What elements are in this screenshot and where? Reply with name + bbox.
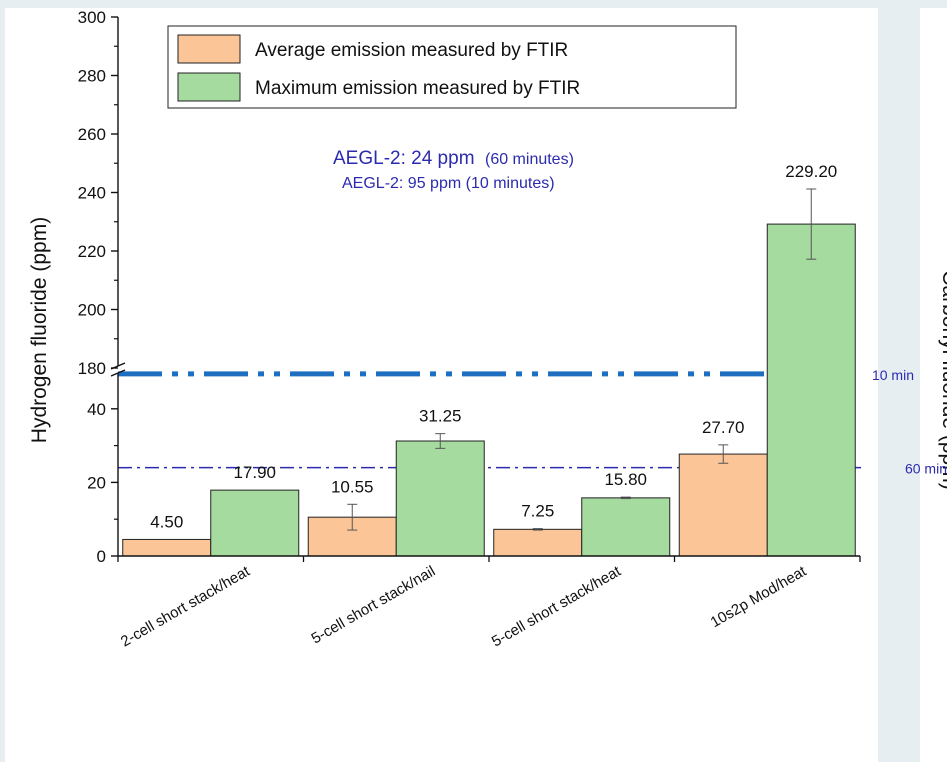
data-label-s0-c0: 4.50 — [150, 512, 183, 531]
bars — [122, 223, 856, 557]
axes — [110, 17, 861, 562]
aegl-10-annotation: AEGL-2: 95 ppm (10 minutes) — [342, 175, 555, 192]
y-tick-label-upper-3: 240 — [78, 184, 106, 203]
aegl-60-main: AEGL-2: 24 ppm — [333, 148, 475, 169]
y-tick-label-upper-1: 200 — [78, 301, 106, 320]
side-panel-ylabel: Carbonyl fluoride (ppm) — [938, 270, 947, 489]
ref-label-60min: 60 min — [905, 461, 947, 477]
main-panel — [5, 8, 878, 762]
ref-label-10min: 10 min — [872, 367, 914, 383]
legend-label-average: Average emission measured by FTIR — [255, 40, 568, 61]
legend-swatch-average — [177, 34, 241, 64]
y-tick-label-upper-6: 300 — [78, 8, 106, 27]
data-label-s0-c2: 7.25 — [521, 502, 554, 521]
bar-s0-c0 — [122, 538, 212, 557]
data-labels: 4.50 17.90 10.55 31.25 7.25 15.80 27.70 229.20 — [150, 162, 837, 531]
side-ylabel-text: Carbonyl fluoride (ppm) — [938, 270, 947, 489]
y-tick-label-lower-1: 20 — [87, 473, 106, 492]
data-label-s1-c2: 15.80 — [604, 470, 647, 489]
data-label-s1-c0: 17.90 — [233, 463, 276, 482]
data-label-s1-c1: 31.25 — [419, 407, 462, 426]
bar-s1-c3 — [766, 223, 856, 557]
axis-break-mark-1 — [110, 362, 126, 370]
data-label-s0-c3: 27.70 — [702, 418, 745, 437]
error-bars — [347, 188, 817, 531]
y-tick-label-upper-5: 280 — [78, 67, 106, 86]
data-label-s0-c1: 10.55 — [331, 477, 374, 496]
y-tick-label-upper-0: 180 — [78, 359, 106, 378]
bar-s1-c1 — [395, 440, 485, 557]
legend-box — [167, 25, 737, 109]
aegl-60-annotation: AEGL-2: 24 ppm (60 minutes) — [333, 148, 574, 169]
aegl-60-suffix: (60 minutes) — [485, 151, 574, 168]
bar-s1-c2 — [581, 497, 671, 557]
y-tick-label-upper-2: 220 — [78, 242, 106, 261]
y-tick-label-lower-0: 0 — [97, 547, 106, 566]
legend: Average emission measured by FTIR Maximu… — [167, 25, 737, 109]
axis-break-mark-2 — [110, 369, 126, 377]
y-axis-label: Hydrogen fluoride (ppm) — [28, 217, 51, 443]
side-panel — [920, 8, 947, 762]
bar-s0-c3 — [678, 453, 768, 557]
legend-label-maximum: Maximum emission measured by FTIR — [255, 78, 580, 99]
bar-s1-c0 — [210, 489, 300, 557]
legend-swatch-maximum — [177, 72, 241, 102]
y-tick-label-upper-4: 260 — [78, 125, 106, 144]
data-label-s1-c3: 229.20 — [785, 162, 837, 181]
bar-s0-c2 — [493, 528, 583, 557]
y-tick-label-lower-2: 40 — [87, 400, 106, 419]
y-ticks: 0 20 40 180 200 220 240 260 280 300 — [78, 8, 118, 566]
